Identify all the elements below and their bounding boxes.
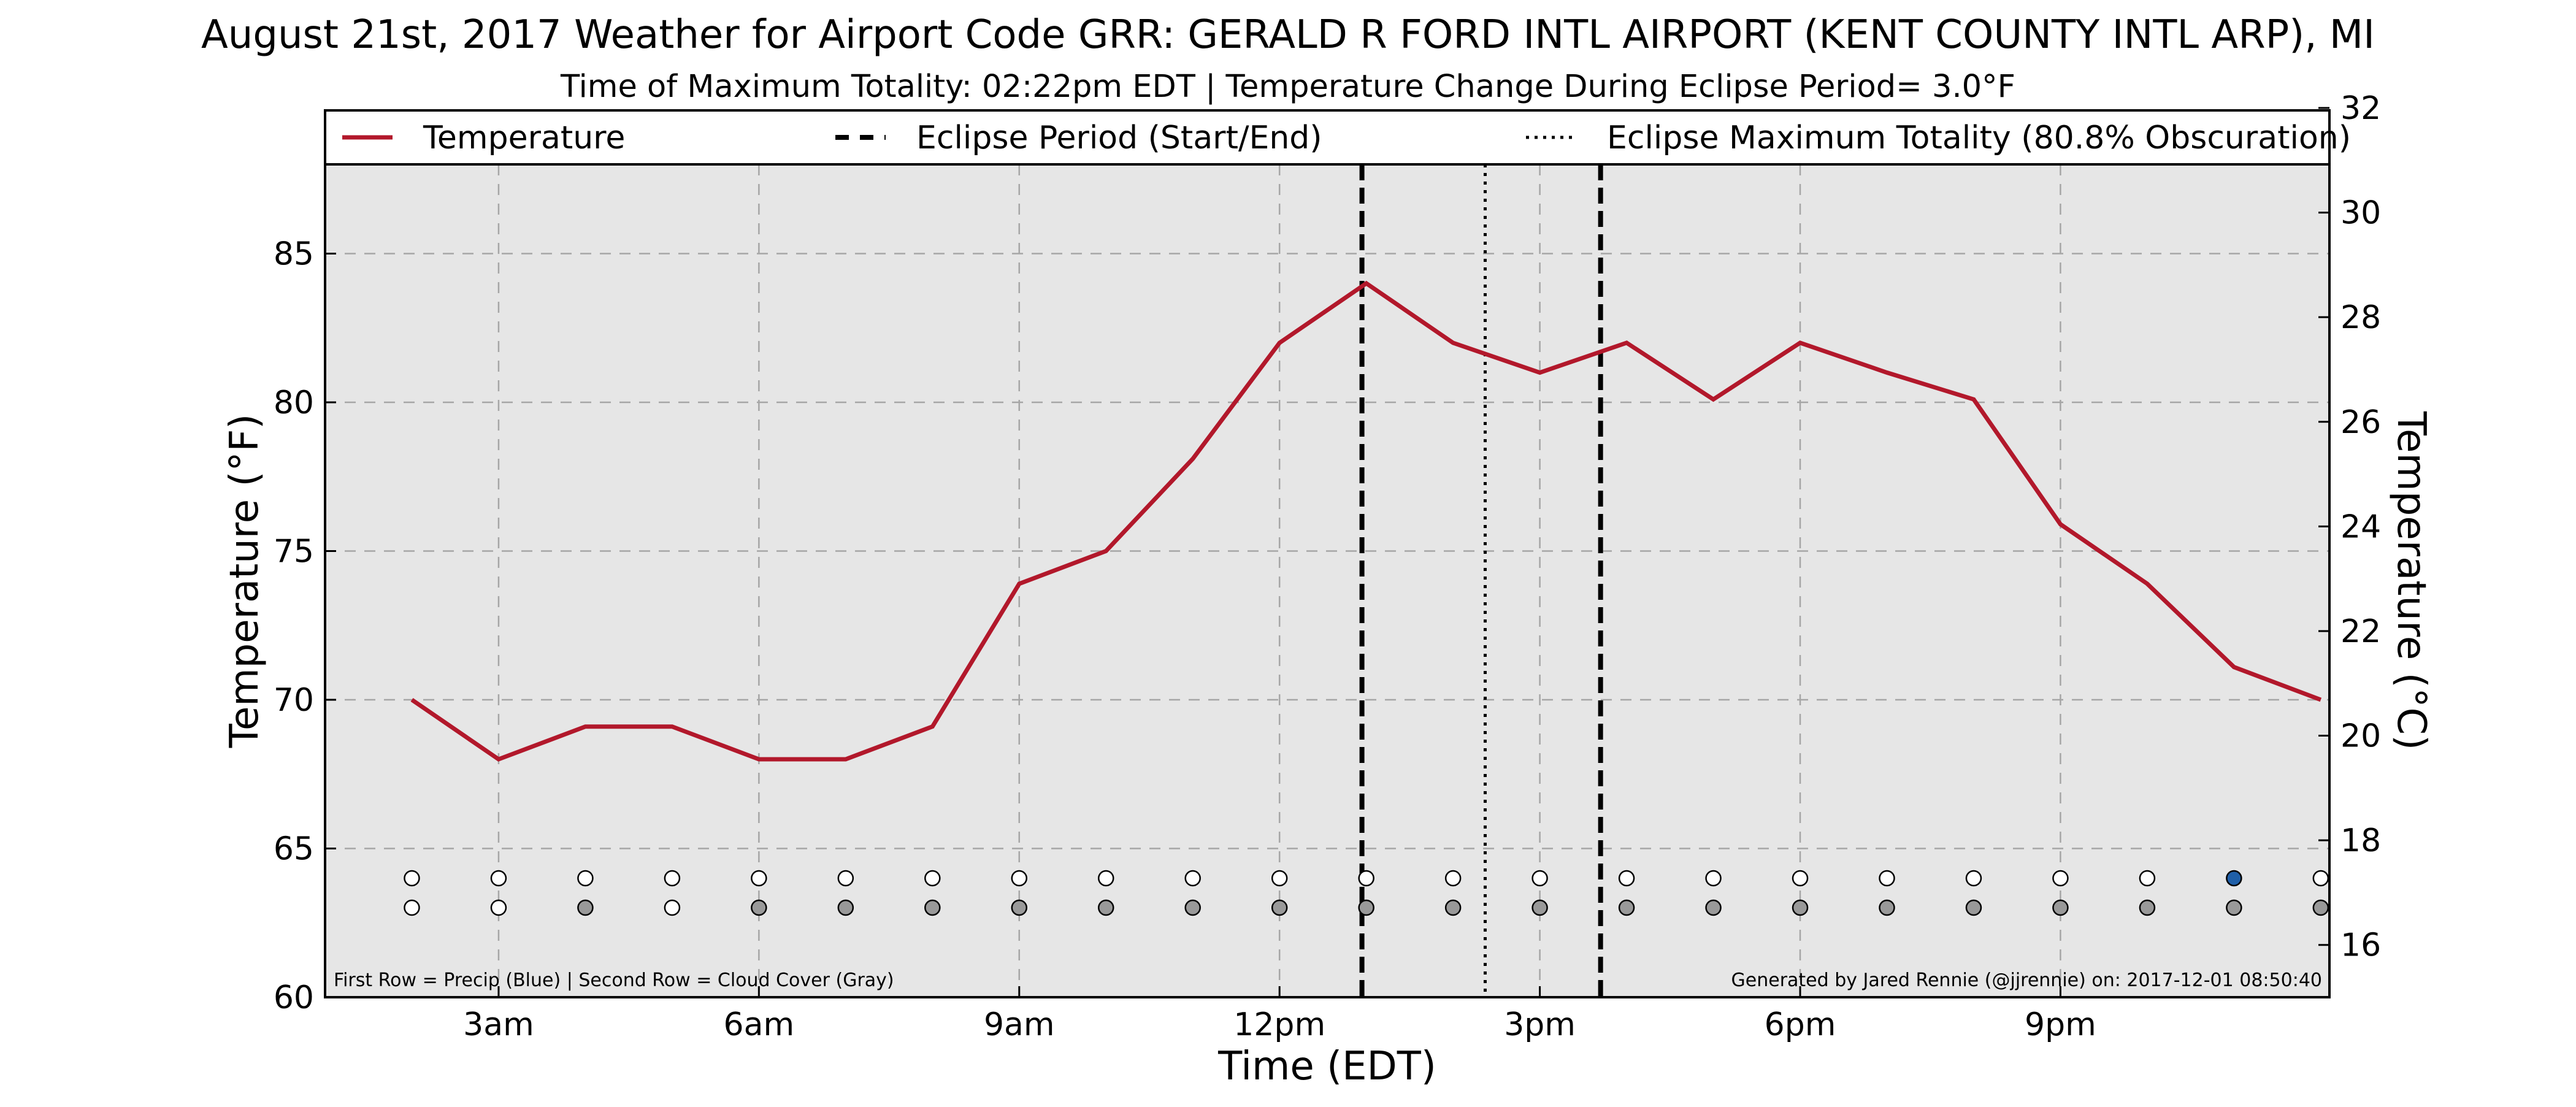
y-tick-label-right: 32 <box>2340 90 2381 127</box>
cloud-dot <box>1618 899 1635 916</box>
cloud-dot <box>751 899 767 916</box>
precip-dot <box>490 870 507 887</box>
x-tick-label: 3pm <box>1504 1006 1576 1043</box>
cloud-dot <box>837 899 854 916</box>
y-axis-left: 60 65 70 75 80 85 <box>274 236 336 1016</box>
temperature-series <box>410 280 2322 762</box>
cloud-dot <box>1358 899 1374 916</box>
cloud-dot <box>1011 899 1028 916</box>
precip-dot <box>1965 870 1982 887</box>
y-tick-label: 85 <box>274 236 314 273</box>
y-tick-label-right: 18 <box>2340 822 2381 859</box>
precip-dot <box>2052 870 2069 887</box>
precip-dot <box>2226 870 2242 887</box>
y-tick-label-right: 24 <box>2340 508 2381 545</box>
y-tick-label: 65 <box>274 831 314 868</box>
precip-dot <box>1792 870 1809 887</box>
temperature-line <box>410 280 2322 762</box>
y-axis-right: 16 18 20 22 24 26 28 30 32 <box>2318 90 2381 964</box>
eclipse-lines <box>1359 164 1603 997</box>
cloud-dot <box>1444 899 1462 916</box>
y-tick-label-right: 26 <box>2340 404 2381 441</box>
x-tick-label: 12pm <box>1233 1006 1325 1043</box>
cloud-dot <box>664 899 681 916</box>
cloud-dot <box>1792 899 1809 916</box>
precip-dot <box>1618 870 1635 887</box>
precip-dot <box>1358 870 1374 887</box>
cloud-dot <box>2052 899 2069 916</box>
precip-dot <box>664 870 681 887</box>
plot-area <box>325 164 2329 997</box>
x-tick-label: 9am <box>984 1006 1055 1043</box>
precip-dot <box>1444 870 1462 887</box>
cloud-dot <box>2312 899 2329 916</box>
legend-label: Eclipse Maximum Totality (80.8% Obscurat… <box>1607 120 2351 156</box>
x-tick-label: 6pm <box>1765 1006 1836 1043</box>
precip-dot <box>2139 870 2156 887</box>
y-axis-label: Temperature (°F) <box>222 414 267 749</box>
precip-dot <box>751 870 767 887</box>
legend-label: Eclipse Period (Start/End) <box>916 120 1322 156</box>
y-tick-label-right: 20 <box>2340 718 2381 755</box>
precip-dot <box>577 870 594 887</box>
weather-dot-rows <box>404 870 2329 916</box>
precip-dot <box>1184 870 1201 887</box>
chart-subtitle: Time of Maximum Totality: 02:22pm EDT | … <box>560 69 2015 105</box>
x-tick-label: 6am <box>724 1006 795 1043</box>
cloud-dot <box>577 899 594 916</box>
cloud-dot <box>2226 899 2242 916</box>
annotation-bottom-left: First Row = Precip (Blue) | Second Row =… <box>334 970 894 991</box>
y-tick-label-right: 16 <box>2340 927 2381 964</box>
y-tick-label: 60 <box>274 979 314 1016</box>
cloud-dot <box>1097 899 1114 916</box>
precip-dot <box>2312 870 2329 887</box>
annotation-bottom-right: Generated by Jared Rennie (@jjrennie) on… <box>1731 970 2322 991</box>
x-tick-label: 9pm <box>2025 1006 2096 1043</box>
cloud-dot <box>1965 899 1982 916</box>
precip-dot <box>1097 870 1114 887</box>
y-tick-label: 70 <box>274 682 314 719</box>
precip-dot <box>1011 870 1028 887</box>
cloud-dot <box>1271 899 1288 916</box>
y-tick-label: 75 <box>274 534 314 570</box>
precip-dot <box>837 870 854 887</box>
y-tick-label-right: 30 <box>2340 195 2381 232</box>
cloud-dot <box>2139 899 2156 916</box>
chart-title: August 21st, 2017 Weather for Airport Co… <box>201 12 2375 58</box>
x-axis-label: Time (EDT) <box>1217 1044 1436 1089</box>
cloud-dot <box>490 899 507 916</box>
precip-dot <box>1705 870 1722 887</box>
y-tick-label-right: 28 <box>2340 299 2381 336</box>
grid-lines <box>325 164 2329 997</box>
precip-dot <box>1879 870 1895 887</box>
legend: Temperature Eclipse Period (Start/End) Ecl… <box>324 109 2351 166</box>
x-tick-label: 3am <box>463 1006 534 1043</box>
legend-label: Temperature <box>423 120 625 156</box>
cloud-dot <box>1705 899 1722 916</box>
precip-dot <box>1531 870 1548 887</box>
precip-dot <box>1271 870 1288 887</box>
cloud-dot <box>404 899 420 916</box>
y-tick-label: 80 <box>274 385 314 421</box>
precip-dot <box>404 870 420 887</box>
precip-dot <box>924 870 941 887</box>
x-axis: 3am 6am 9am 12pm 3pm 6pm 9pm <box>463 986 2096 1043</box>
cloud-dot <box>1184 899 1201 916</box>
y-tick-label-right: 22 <box>2340 613 2381 650</box>
y-axis-label-right: Temperature (°C) <box>2388 411 2434 750</box>
cloud-dot <box>1879 899 1895 916</box>
cloud-dot <box>1531 899 1548 916</box>
cloud-dot <box>924 899 941 916</box>
legend-box <box>324 109 2331 166</box>
